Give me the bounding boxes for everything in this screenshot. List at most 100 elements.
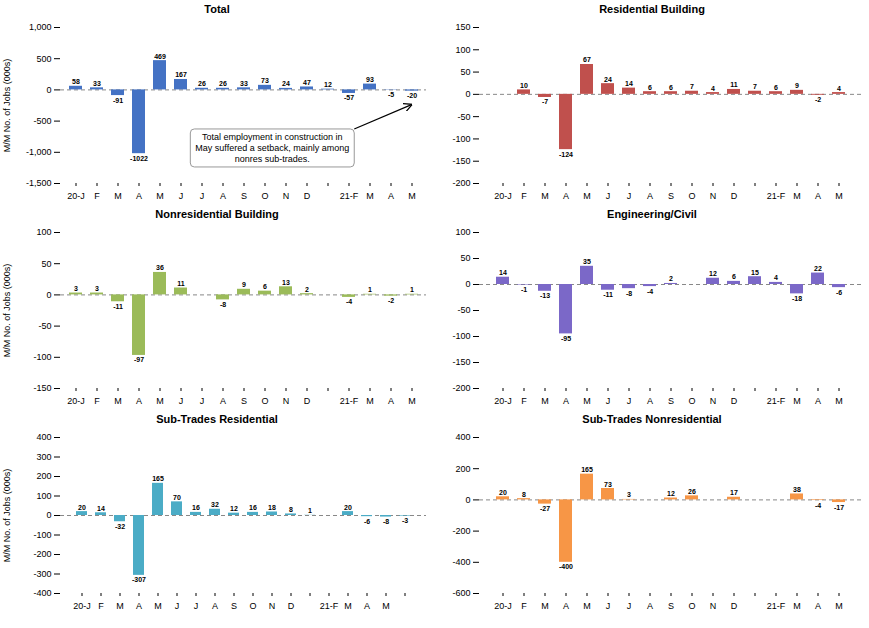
svg-text:7: 7 <box>753 83 757 90</box>
svg-text:O: O <box>688 191 695 201</box>
svg-text:-100: -100 <box>452 331 470 341</box>
svg-text:20: 20 <box>344 504 352 511</box>
svg-text:3: 3 <box>627 491 631 498</box>
svg-text:32: 32 <box>211 501 219 508</box>
svg-text:26: 26 <box>219 80 227 87</box>
svg-text:Total employment in constructi: Total employment in construction inMay s… <box>195 132 349 164</box>
svg-text:47: 47 <box>303 79 311 86</box>
svg-text:0: 0 <box>465 89 470 99</box>
svg-text:11: 11 <box>177 280 185 287</box>
svg-text:18: 18 <box>268 504 276 511</box>
svg-text:-150: -150 <box>452 357 470 367</box>
svg-text:M: M <box>366 396 374 406</box>
svg-text:-100: -100 <box>452 134 470 144</box>
svg-text:70: 70 <box>173 494 181 501</box>
svg-text:S: S <box>241 396 247 406</box>
svg-text:O: O <box>249 601 256 611</box>
svg-text:24: 24 <box>282 80 290 87</box>
svg-text:17: 17 <box>730 489 738 496</box>
svg-text:D: D <box>304 396 311 406</box>
svg-text:A: A <box>136 396 142 406</box>
svg-text:J: J <box>179 396 184 406</box>
svg-text:33: 33 <box>240 80 248 87</box>
svg-text:1,000: 1,000 <box>29 22 52 32</box>
svg-text:-500: -500 <box>33 116 51 126</box>
svg-text:-20: -20 <box>407 92 417 99</box>
svg-text:M: M <box>583 601 591 611</box>
svg-text:N: N <box>269 601 276 611</box>
svg-text:4: 4 <box>774 274 778 281</box>
svg-text:21-F: 21-F <box>767 396 786 406</box>
svg-text:21-F: 21-F <box>767 191 786 201</box>
svg-text:-2: -2 <box>388 297 394 304</box>
svg-text:-1022: -1022 <box>130 155 148 162</box>
svg-text:12: 12 <box>667 490 675 497</box>
svg-text:1: 1 <box>368 286 372 293</box>
svg-text:M: M <box>835 601 843 611</box>
svg-text:20-J: 20-J <box>73 601 91 611</box>
svg-text:6: 6 <box>263 283 267 290</box>
svg-text:20-J: 20-J <box>494 191 512 201</box>
svg-text:400: 400 <box>455 432 470 442</box>
svg-text:-18: -18 <box>792 295 802 302</box>
svg-text:38: 38 <box>793 486 801 493</box>
svg-text:-400: -400 <box>452 557 470 567</box>
svg-text:-32: -32 <box>115 523 125 530</box>
svg-text:M: M <box>156 396 164 406</box>
svg-text:A: A <box>647 396 653 406</box>
svg-text:A: A <box>388 396 394 406</box>
svg-text:12: 12 <box>230 505 238 512</box>
svg-text:67: 67 <box>583 56 591 63</box>
svg-text:-4: -4 <box>815 501 821 508</box>
svg-text:N: N <box>710 191 717 201</box>
svg-text:S: S <box>241 191 247 201</box>
svg-text:1: 1 <box>308 507 312 514</box>
svg-text:24: 24 <box>604 76 612 83</box>
svg-text:-200: -200 <box>452 383 470 393</box>
svg-text:J: J <box>627 396 632 406</box>
svg-text:100: 100 <box>36 227 51 237</box>
svg-text:8: 8 <box>522 491 526 498</box>
svg-text:-300: -300 <box>33 569 51 579</box>
svg-text:0: 0 <box>465 279 470 289</box>
svg-text:S: S <box>668 601 674 611</box>
svg-text:N: N <box>710 601 717 611</box>
svg-text:14: 14 <box>499 269 507 276</box>
svg-text:M: M <box>382 601 390 611</box>
svg-text:M: M <box>408 191 416 201</box>
svg-text:50: 50 <box>460 67 470 77</box>
svg-text:13: 13 <box>282 279 290 286</box>
svg-text:-307: -307 <box>132 576 146 583</box>
svg-text:A: A <box>220 396 226 406</box>
svg-text:F: F <box>98 601 104 611</box>
svg-text:20: 20 <box>499 489 507 496</box>
svg-text:93: 93 <box>366 76 374 83</box>
svg-text:M: M <box>116 601 124 611</box>
svg-text:M: M <box>835 396 843 406</box>
svg-text:A: A <box>563 601 569 611</box>
svg-text:36: 36 <box>156 264 164 271</box>
svg-text:3: 3 <box>95 285 99 292</box>
svg-text:-1: -1 <box>521 286 527 293</box>
svg-text:-150: -150 <box>33 383 51 393</box>
svg-text:-1,000: -1,000 <box>26 147 52 157</box>
svg-text:N: N <box>710 396 717 406</box>
svg-text:21-F: 21-F <box>340 396 359 406</box>
svg-text:-50: -50 <box>38 321 51 331</box>
svg-text:200: 200 <box>455 464 470 474</box>
svg-text:3: 3 <box>74 285 78 292</box>
svg-text:73: 73 <box>604 481 612 488</box>
svg-text:-124: -124 <box>559 151 573 158</box>
svg-text:D: D <box>288 601 295 611</box>
svg-text:165: 165 <box>152 475 164 482</box>
svg-text:-200: -200 <box>452 526 470 536</box>
svg-text:M: M <box>154 601 162 611</box>
svg-text:100: 100 <box>36 491 51 501</box>
svg-text:J: J <box>194 601 199 611</box>
svg-text:12: 12 <box>324 81 332 88</box>
svg-text:73: 73 <box>261 77 269 84</box>
svg-text:M/M No. of Jobs (000s): M/M No. of Jobs (000s) <box>2 264 12 358</box>
svg-text:M: M <box>114 191 122 201</box>
svg-text:J: J <box>606 601 611 611</box>
svg-text:A: A <box>563 191 569 201</box>
